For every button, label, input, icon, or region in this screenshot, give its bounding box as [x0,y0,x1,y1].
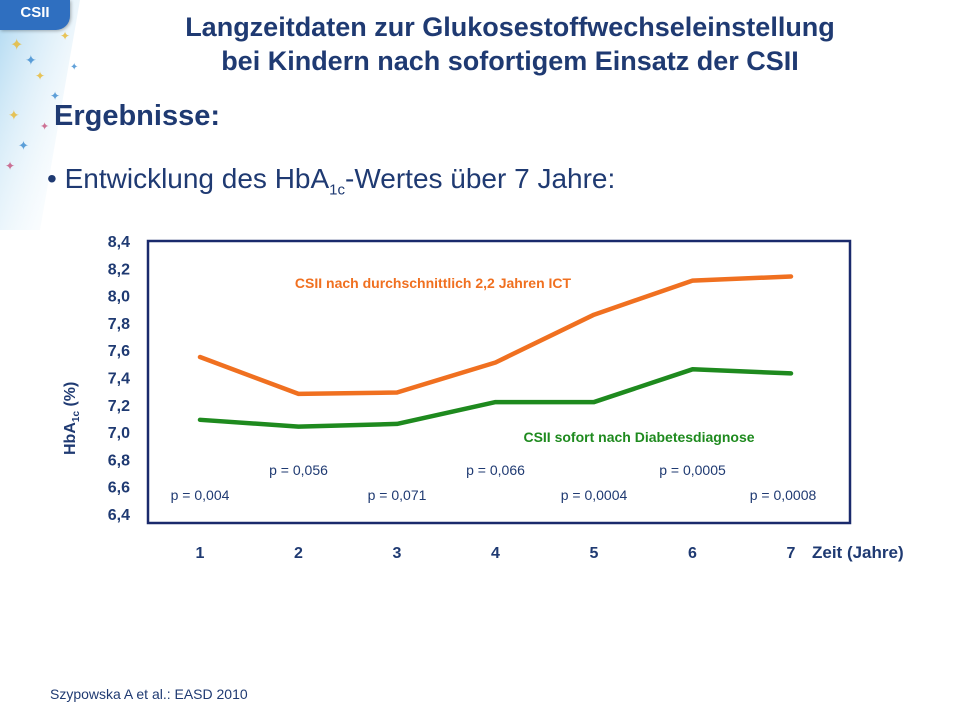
bullet-dot: • [47,163,57,194]
svg-text:✦: ✦ [10,37,23,54]
svg-text:✦: ✦ [50,89,60,103]
x-tick-label: 5 [590,545,599,562]
section-subtitle: Ergebnisse: [54,100,220,132]
series-label-1: CSII nach durchschnittlich 2,2 Jahren IC… [295,275,572,291]
svg-text:✦: ✦ [8,107,20,123]
svg-text:✦: ✦ [5,159,15,173]
bullet-prefix: Entwicklung des HbA [64,163,330,194]
x-tick-label: 2 [294,545,303,562]
y-axis-title-sub: 1c [71,411,82,423]
y-tick-label: 7,6 [108,343,130,360]
p-value-label: p = 0,0008 [750,487,817,503]
series-line-1 [197,274,794,397]
svg-text:✦: ✦ [35,69,45,83]
p-value-label: p = 0,066 [466,462,525,478]
p-value-label: p = 0,056 [269,462,328,478]
svg-text:✦: ✦ [60,29,70,43]
y-tick-label: 7,2 [108,398,130,415]
y-axis-title: HbA1c (%) [62,382,82,455]
y-tick-label: 8,0 [108,289,130,306]
y-tick-label: 6,6 [108,480,130,497]
csii-badge: CSII [0,0,70,30]
title-line-2: bei Kindern nach sofortigem Einsatz der … [221,46,799,76]
y-tick-label: 6,8 [108,452,130,469]
p-value-label: p = 0,004 [171,487,230,503]
y-tick-label: 8,2 [108,261,130,278]
p-value-label: p = 0,071 [368,487,427,503]
decorative-star-pattern: ✦ ✦ ✦ ✦ ✦ ✦ ✦ ✦ ✦ ✦ [0,0,80,230]
y-tick-label: 8,4 [108,234,130,251]
p-value-label: p = 0,0004 [561,487,628,503]
citation: Szypowska A et al.: EASD 2010 [50,686,248,702]
y-axis-title-main: HbA [62,422,79,455]
bullet-text: • Entwicklung des HbA1c-Wertes über 7 Ja… [47,163,615,199]
x-tick-label: 7 [787,545,796,562]
x-tick-label: 3 [393,545,402,562]
p-value-label: p = 0,0005 [659,462,726,478]
y-tick-label: 7,0 [108,425,130,442]
x-tick-label: 4 [491,545,500,562]
bullet-suffix: -Wertes über 7 Jahre: [345,163,616,194]
svg-text:✦: ✦ [18,138,29,153]
y-tick-label: 6,4 [108,507,130,524]
page-title: Langzeitdaten zur Glukosestoffwechselein… [60,10,960,78]
y-tick-label: 7,8 [108,316,130,333]
x-tick-label: 1 [196,545,205,562]
y-axis-title-suffix: (%) [62,382,79,411]
svg-text:✦: ✦ [70,62,78,73]
x-axis-title: Zeit (Jahre) [812,543,904,562]
svg-text:✦: ✦ [25,52,37,68]
svg-text:✦: ✦ [40,121,49,133]
x-tick-label: 6 [688,545,697,562]
bullet-subscript: 1c [329,181,346,199]
title-line-1: Langzeitdaten zur Glukosestoffwechselein… [185,12,835,42]
series-line-2 [197,367,794,429]
y-tick-label: 7,4 [108,371,130,388]
series-label-2: CSII sofort nach Diabetesdiagnose [523,429,754,445]
